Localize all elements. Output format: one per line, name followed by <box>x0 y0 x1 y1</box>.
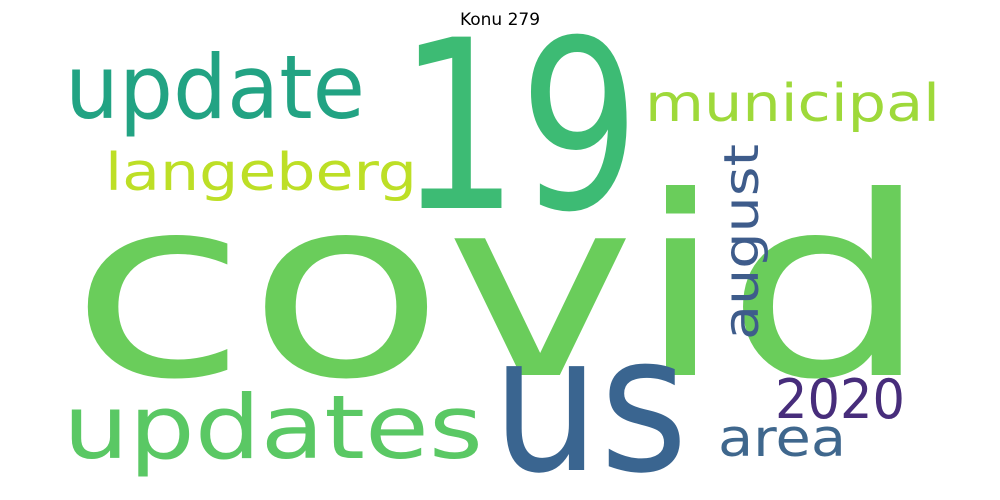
chart-title: Konu 279 <box>459 10 541 30</box>
word-area: area <box>718 409 846 469</box>
word-august: august <box>714 144 770 340</box>
word-19: 19 <box>398 0 640 264</box>
word-update: update <box>65 36 365 139</box>
word-2020: 2020 <box>775 368 905 431</box>
word-us: us <box>492 294 688 500</box>
word-covid: covid <box>70 143 930 434</box>
word-municipal: municipal <box>645 74 940 134</box>
word-langeberg: langeberg <box>105 143 417 203</box>
word-updates: updates <box>63 376 483 479</box>
